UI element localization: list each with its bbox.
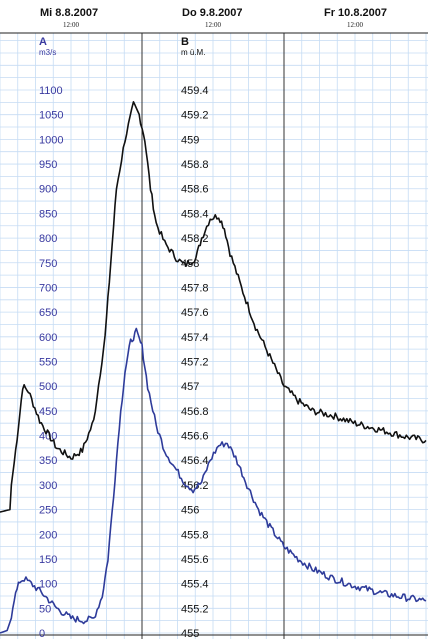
axis-b-tick-21: 459.2 (181, 110, 209, 122)
series-line-0 (0, 101, 427, 513)
axis-b-tick-22: 459.4 (181, 85, 209, 97)
axis-b-tick-14: 457.8 (181, 283, 209, 295)
time-label-1: 12:00 (205, 21, 221, 29)
axis-a-tick-11: 550 (39, 357, 57, 369)
axis-a-tick-5: 250 (39, 505, 57, 517)
axis-a-unit: m3/s (39, 48, 56, 57)
axis-b: B m ü.M. 455455.2455.4455.6455.8456456.2… (181, 36, 209, 639)
time-label-0: 12:00 (63, 21, 79, 29)
axis-a-tick-9: 450 (39, 406, 57, 418)
axis-a-tick-15: 750 (39, 258, 57, 270)
axis-a: A m3/s 050100150200250300350400450500550… (39, 36, 63, 639)
axis-a-tick-10: 500 (39, 381, 57, 393)
axis-b-tick-19: 458.8 (181, 159, 209, 171)
axis-b-tick-10: 457 (181, 381, 199, 393)
axis-b-unit: m ü.M. (181, 48, 205, 57)
axis-a-tick-16: 800 (39, 233, 57, 245)
axis-a-tick-6: 300 (39, 480, 57, 492)
axis-a-tick-2: 100 (39, 579, 57, 591)
axis-a-tick-20: 1000 (39, 134, 63, 146)
axis-a-tick-0: 0 (39, 628, 45, 639)
axis-b-tick-13: 457.6 (181, 307, 209, 319)
series-line-1 (0, 327, 427, 634)
axis-b-tick-11: 457.2 (181, 357, 209, 369)
axis-a-tick-21: 1050 (39, 110, 63, 122)
time-label-2: 12:00 (347, 21, 363, 29)
axis-a-tick-18: 900 (39, 184, 57, 196)
axis-b-tick-7: 456.4 (181, 455, 209, 467)
axis-b-tick-20: 459 (181, 134, 199, 146)
axis-b-tick-0: 455 (181, 628, 199, 639)
date-label-2: Fr 10.8.2007 (324, 7, 387, 19)
axis-b-tick-2: 455.4 (181, 579, 209, 591)
date-label-0: Mi 8.8.2007 (40, 7, 98, 19)
axis-b-tick-9: 456.8 (181, 406, 209, 418)
date-label-1: Do 9.8.2007 (182, 7, 243, 19)
axis-a-tick-1: 50 (39, 603, 51, 615)
axis-a-tick-17: 850 (39, 208, 57, 220)
axis-a-tick-14: 700 (39, 283, 57, 295)
axis-a-tick-13: 650 (39, 307, 57, 319)
axis-a-tick-22: 1100 (39, 85, 63, 97)
axis-a-tick-19: 950 (39, 159, 57, 171)
axis-a-name: A (39, 36, 47, 48)
axis-b-tick-3: 455.6 (181, 554, 209, 566)
axis-b-tick-18: 458.6 (181, 184, 209, 196)
axis-a-tick-3: 150 (39, 554, 57, 566)
axis-b-tick-5: 456 (181, 505, 199, 517)
series-group (0, 101, 427, 634)
axis-a-tick-12: 600 (39, 332, 57, 344)
axis-b-tick-12: 457.4 (181, 332, 209, 344)
axis-b-tick-17: 458.4 (181, 208, 209, 220)
axis-b-tick-8: 456.6 (181, 431, 209, 443)
axis-b-tick-1: 455.2 (181, 603, 209, 615)
day-divider-lines (141, 0, 285, 639)
axis-a-tick-4: 200 (39, 529, 57, 541)
axis-b-tick-4: 455.8 (181, 529, 209, 541)
header-band (0, 0, 428, 33)
axis-a-tick-7: 350 (39, 455, 57, 467)
axis-b-name: B (181, 36, 189, 48)
